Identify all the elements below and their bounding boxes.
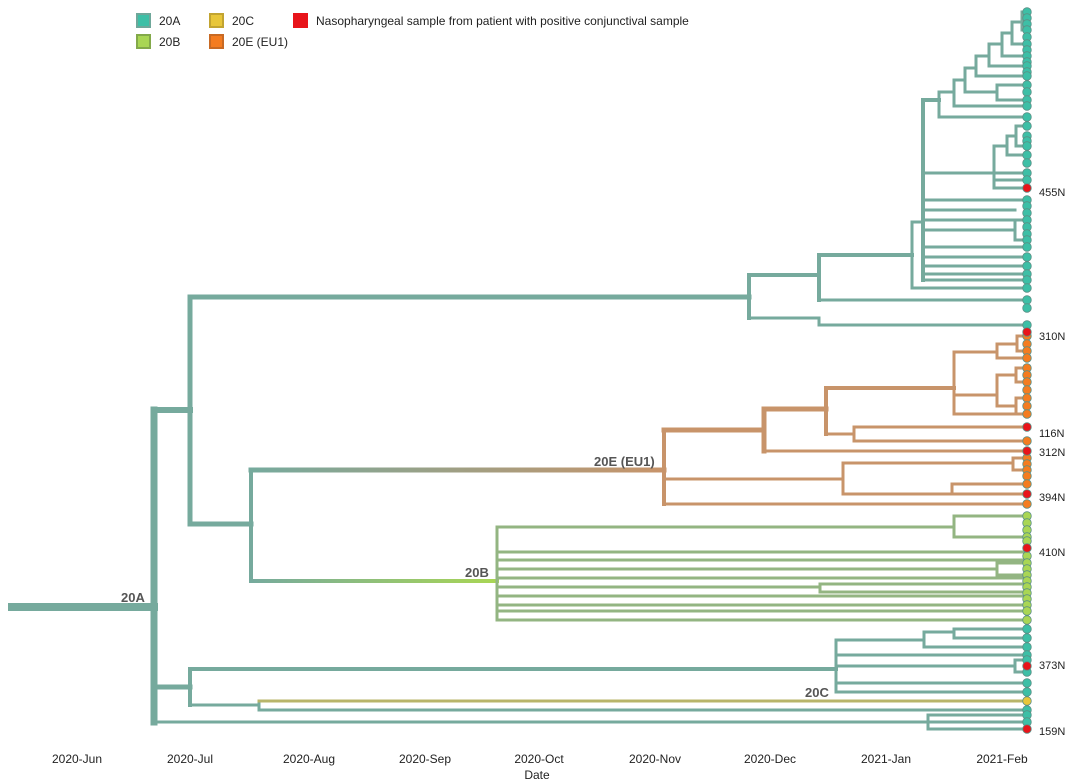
- tick-label: 2020-Sep: [398, 752, 452, 766]
- tip-node: [1022, 275, 1032, 285]
- tip-node: [1022, 141, 1032, 151]
- tick-label: 2020-Aug: [282, 752, 336, 766]
- tip-node: [1022, 101, 1032, 111]
- tip-node: [1022, 687, 1032, 697]
- legend-label-20e: 20E (EU1): [232, 34, 289, 49]
- legend-swatch-positive: [293, 13, 308, 28]
- tip-node: [1022, 401, 1032, 411]
- tree-branches: [8, 10, 1029, 731]
- tip-node: [1022, 489, 1032, 499]
- tip-node: [1022, 696, 1032, 706]
- tip-node: [1022, 633, 1032, 643]
- clade-label-20b: 20B: [465, 565, 489, 580]
- tip-node: [1022, 393, 1032, 403]
- legend-swatch-20a: [136, 13, 151, 28]
- sample-label: 159N: [1039, 726, 1065, 738]
- tick-label: 2020-Dec: [743, 752, 797, 766]
- tip-node: [1022, 436, 1032, 446]
- tick-label: 2020-Nov: [628, 752, 682, 766]
- sample-label: 312N: [1039, 447, 1065, 459]
- tip-node: [1022, 377, 1032, 387]
- tick-label: 2020-Jun: [51, 752, 103, 766]
- tip-node: [1022, 252, 1032, 262]
- clade-label-20e: 20E (EU1): [594, 454, 655, 469]
- sample-label: 373N: [1039, 660, 1065, 672]
- tip-node: [1022, 183, 1032, 193]
- tip-node: [1022, 303, 1032, 313]
- tick-label: 2020-Jul: [166, 752, 214, 766]
- legend-label-20a: 20A: [159, 13, 181, 28]
- tip-node: [1022, 242, 1032, 252]
- tick-label: 2021-Jan: [860, 752, 912, 766]
- tip-node: [1022, 261, 1032, 271]
- legend: 20A 20B 20C 20E (EU1) Nasopharyngeal sam…: [136, 10, 736, 50]
- tip-node: [1022, 150, 1032, 160]
- sample-label: 455N: [1039, 187, 1065, 199]
- tip-node: [1022, 385, 1032, 395]
- tip-node: [1022, 112, 1032, 122]
- tick-label: 2020-Oct: [514, 752, 564, 766]
- tip-node: [1022, 295, 1032, 305]
- clade-label-20c: 20C: [805, 685, 829, 700]
- tree-tips: [1022, 7, 1032, 734]
- legend-swatch-20e: [209, 34, 224, 49]
- tip-node: [1022, 642, 1032, 652]
- tip-node: [1022, 624, 1032, 634]
- tip-node: [1022, 724, 1032, 734]
- tip-node: [1022, 87, 1032, 97]
- tip-node: [1022, 479, 1032, 489]
- tip-node: [1022, 353, 1032, 363]
- tip-node: [1022, 327, 1032, 337]
- tip-node: [1022, 283, 1032, 293]
- clade-label-20a: 20A: [121, 590, 145, 605]
- legend-item-20c: 20C: [209, 13, 254, 28]
- tree-labels: 455N 310N 116N 312N 394N 410N 373N 159N 20A 20B 20…: [121, 187, 1065, 738]
- tick-label: 2021-Feb: [976, 752, 1028, 766]
- tip-node: [1022, 615, 1032, 625]
- tip-node: [1022, 71, 1032, 81]
- tip-node: [1022, 661, 1032, 671]
- tip-node: [1022, 471, 1032, 481]
- legend-label-20b: 20B: [159, 34, 181, 49]
- sample-label: 394N: [1039, 492, 1065, 504]
- legend-item-20a: 20A: [136, 13, 180, 28]
- tip-node: [1022, 409, 1032, 419]
- tip-node: [1022, 606, 1032, 616]
- legend-item-positive: Nasopharyngeal sample from patient with …: [293, 13, 689, 28]
- legend-item-20b: 20B: [136, 34, 180, 49]
- tip-node: [1022, 175, 1032, 185]
- sample-label: 310N: [1039, 331, 1065, 343]
- sample-label: 410N: [1039, 547, 1065, 559]
- tip-node: [1022, 446, 1032, 456]
- legend-swatch-20b: [136, 34, 151, 49]
- axis-title: Date: [524, 768, 550, 782]
- tip-node: [1022, 422, 1032, 432]
- tip-node: [1022, 678, 1032, 688]
- tip-node: [1022, 543, 1032, 553]
- legend-label-positive: Nasopharyngeal sample from patient with …: [316, 13, 689, 28]
- tip-node: [1022, 499, 1032, 509]
- legend-swatch-20c: [209, 13, 224, 28]
- legend-item-20e: 20E (EU1): [209, 34, 288, 49]
- sample-label: 116N: [1039, 428, 1065, 440]
- legend-label-20c: 20C: [232, 13, 255, 28]
- tip-node: [1022, 121, 1032, 131]
- tip-node: [1022, 158, 1032, 168]
